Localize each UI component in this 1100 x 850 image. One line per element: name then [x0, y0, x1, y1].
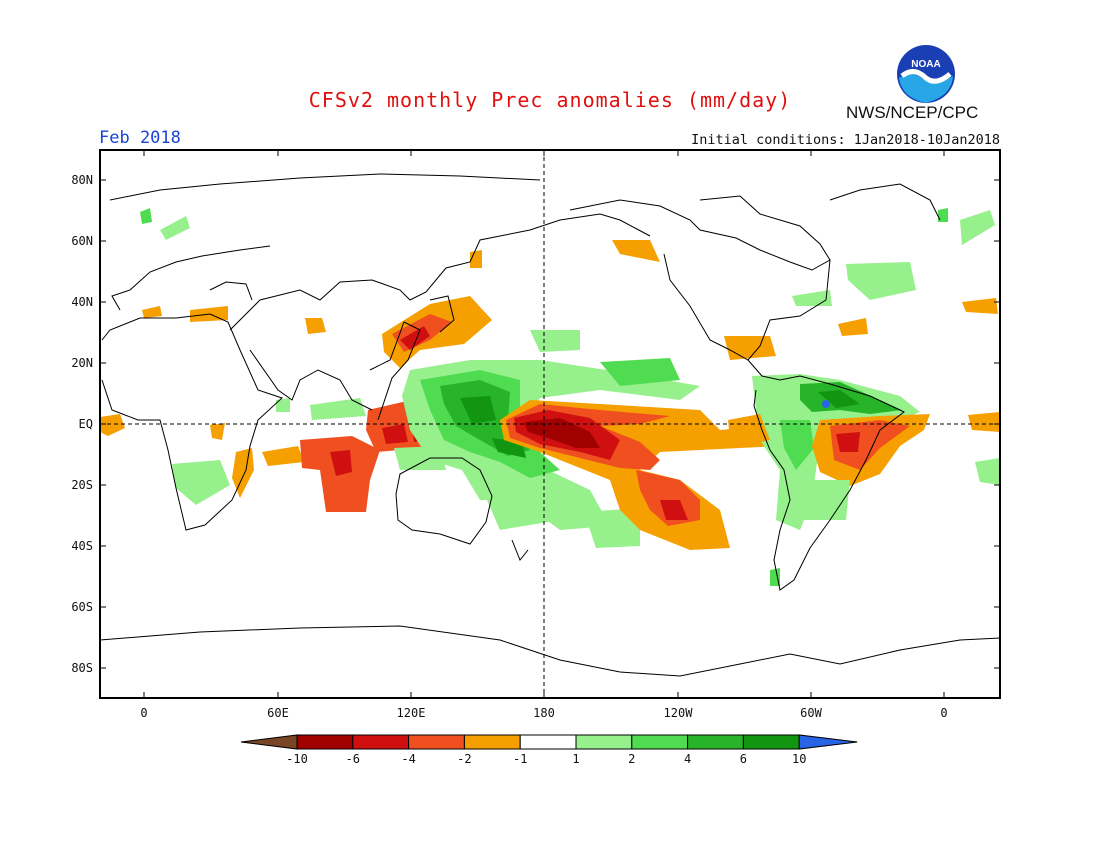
anomaly-patch — [818, 390, 860, 408]
anomaly-patch — [938, 208, 948, 222]
anomaly-patch — [480, 480, 560, 530]
lon-label: 120W — [664, 706, 694, 720]
anomaly-patch — [232, 448, 254, 498]
anomaly-patch — [822, 400, 830, 408]
anomaly-patch — [305, 318, 326, 334]
colorbar-label: -1 — [513, 752, 527, 766]
anomaly-patch — [960, 210, 995, 245]
anomaly-patch — [846, 262, 916, 300]
colorbar-label: -10 — [286, 752, 308, 766]
anomaly-patch — [140, 208, 152, 224]
anomaly-patch — [660, 500, 688, 520]
anomaly-patch — [838, 318, 868, 336]
colorbar-box — [463, 734, 521, 750]
colorbar-label: 10 — [792, 752, 806, 766]
anomaly-field — [100, 208, 1000, 586]
lon-label: 60E — [267, 706, 289, 720]
anomaly-patch — [530, 330, 580, 352]
lat-label: 40N — [71, 295, 93, 309]
lon-label: 0 — [940, 706, 947, 720]
lat-axis: 80N 60N 40N 20N EQ 20S 40S 60S 80S — [71, 173, 1000, 675]
colorbar-box — [519, 734, 577, 750]
colorbar-box — [296, 734, 354, 750]
anomaly-patch — [584, 508, 640, 548]
colorbar-box — [687, 734, 744, 750]
anomaly-patch — [276, 398, 290, 412]
lat-label: EQ — [79, 417, 93, 431]
lat-label: 60S — [71, 600, 93, 614]
colorbar-box — [575, 734, 633, 750]
lat-label: 20S — [71, 478, 93, 492]
colorbar-label: 1 — [572, 752, 579, 766]
anomaly-patch — [612, 240, 660, 262]
colorbar-label: 4 — [684, 752, 691, 766]
anomaly-patch — [780, 420, 814, 470]
colorbar-box — [742, 734, 800, 750]
coastlines — [100, 173, 1000, 677]
lon-label: 180 — [533, 706, 555, 720]
lat-label: 40S — [71, 539, 93, 553]
anomaly-patch — [400, 326, 430, 350]
org-label: NWS/NCEP/CPC — [846, 103, 979, 122]
map-title: CFSv2 monthly Prec anomalies (mm/day) — [308, 88, 792, 112]
anomaly-patch — [968, 412, 1000, 432]
colorbar-label: -2 — [457, 752, 471, 766]
colorbar-arrow-high — [798, 734, 858, 750]
anomaly-patch — [830, 420, 910, 470]
anomaly-patch — [160, 216, 190, 240]
anomaly-patch — [724, 336, 776, 360]
lat-label: 60N — [71, 234, 93, 248]
lon-label: 0 — [140, 706, 147, 720]
anomaly-patch — [524, 418, 600, 448]
lat-label: 80S — [71, 661, 93, 675]
anomaly-patch — [100, 414, 125, 436]
colorbar-label: -6 — [346, 752, 360, 766]
anomaly-patch — [975, 458, 1000, 485]
anomaly-patch — [172, 460, 230, 505]
colorbar: -10 -6 -4 -2 -1 1 2 4 6 10 — [240, 734, 858, 766]
svg-text:NOAA: NOAA — [911, 59, 940, 70]
lat-label: 20N — [71, 356, 93, 370]
lat-label: 80N — [71, 173, 93, 187]
anomaly-patch — [962, 298, 998, 314]
colorbar-box — [352, 734, 410, 750]
anomaly-patch — [836, 432, 860, 452]
colorbar-box — [408, 734, 465, 750]
anomaly-patch — [382, 424, 408, 444]
anomaly-patch — [310, 398, 366, 420]
anomaly-patch — [600, 358, 680, 386]
forecast-month: Feb 2018 — [99, 128, 181, 148]
anomaly-patch — [790, 480, 850, 520]
lon-label: 120E — [397, 706, 426, 720]
colorbar-label: -4 — [401, 752, 415, 766]
anomaly-patch — [142, 306, 162, 318]
anomaly-patch — [210, 423, 225, 440]
noaa-logo: NOAA — [896, 44, 956, 108]
colorbar-arrow-low — [240, 734, 298, 750]
anomaly-patch — [770, 568, 780, 586]
colorbar-box — [631, 734, 689, 750]
colorbar-label: 6 — [740, 752, 747, 766]
anomaly-patch — [262, 446, 304, 466]
anomaly-patch — [330, 450, 352, 476]
anomaly-patch — [460, 396, 496, 424]
lon-axis: 0 60E 120E 180 120W 60W 0 — [140, 150, 948, 720]
initial-conditions: Initial conditions: 1Jan2018-10Jan2018 — [691, 132, 1000, 148]
colorbar-label: 2 — [628, 752, 635, 766]
lon-label: 60W — [800, 706, 822, 720]
